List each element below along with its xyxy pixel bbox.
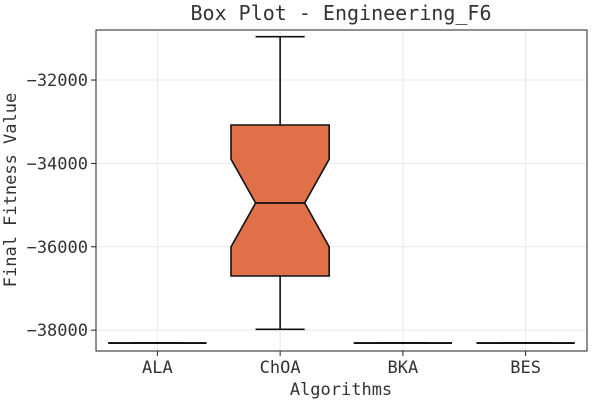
y-axis-label: Final Fitness Value bbox=[1, 93, 21, 287]
box-layer bbox=[108, 35, 575, 344]
y-tick-label: −38000 bbox=[27, 321, 88, 341]
x-tick-label: BES bbox=[510, 358, 541, 378]
y-tick-label: −34000 bbox=[27, 154, 88, 174]
plot-frame bbox=[95, 29, 588, 352]
y-tick-label: −32000 bbox=[27, 71, 88, 91]
box-choa bbox=[230, 35, 331, 331]
x-tick-label: BKA bbox=[388, 358, 419, 378]
x-tick-label: ChOA bbox=[260, 358, 301, 378]
x-tick-label: ALA bbox=[142, 358, 173, 378]
y-axis: −38000 −36000 −34000 −32000 bbox=[27, 71, 96, 341]
x-axis: ALA ChOA BKA BES bbox=[142, 351, 541, 378]
x-axis-label: Algorithms bbox=[290, 380, 392, 400]
y-tick-label: −36000 bbox=[27, 238, 88, 258]
box-body bbox=[230, 124, 331, 277]
chart-title: Box Plot - Engineering_F6 bbox=[190, 1, 491, 25]
grid-layer bbox=[96, 30, 587, 351]
